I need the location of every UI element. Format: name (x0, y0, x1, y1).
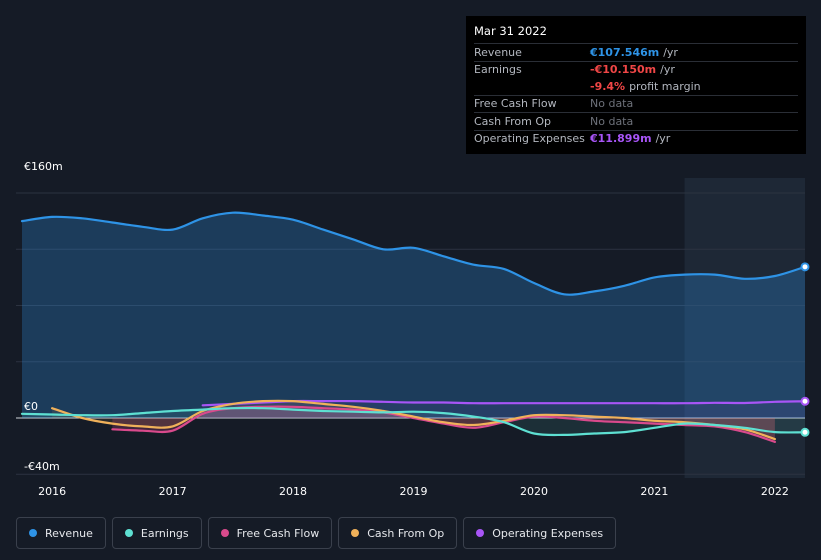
tooltip-unit: /yr (655, 132, 671, 146)
tooltip-label: Earnings (474, 63, 522, 77)
tooltip-row-operating-expenses: Operating Expenses €11.899m /yr (474, 129, 798, 148)
tooltip-value: No data (590, 114, 634, 128)
tooltip-date: Mar 31 2022 (474, 24, 547, 38)
x-tick-label: 2016 (38, 485, 66, 498)
tooltip-value: €11.899m (590, 132, 652, 146)
legend-label: Free Cash Flow (236, 526, 320, 540)
cash-from-op-line (51, 399, 776, 441)
operating-expenses-end-marker (800, 396, 810, 406)
tooltip-value: -9.4% (590, 79, 626, 93)
earnings-end-marker (800, 427, 810, 437)
legend-label: Earnings (140, 526, 189, 540)
x-tick-label: 2019 (400, 485, 428, 498)
x-tick-label: 2020 (520, 485, 548, 498)
x-tick-label: 2022 (761, 485, 789, 498)
legend-dot-icon (351, 529, 360, 537)
legend: Revenue Earnings Free Cash Flow Cash Fro… (16, 517, 617, 549)
legend-item-operating-expenses[interactable]: Operating Expenses (463, 517, 617, 549)
revenue-area (22, 212, 805, 418)
tooltip-label: Free Cash Flow (474, 97, 557, 111)
earnings-area (22, 407, 805, 436)
tooltip-row-revenue: Revenue €107.546m /yr (474, 43, 798, 61)
y-tick-label-zero: €0 (24, 400, 38, 413)
operating-expenses-area (202, 401, 805, 418)
legend-label: Cash From Op (367, 526, 445, 540)
tooltip-unit: /yr (663, 45, 678, 59)
tooltip-unit: /yr (660, 63, 675, 77)
x-tick-label: 2017 (159, 485, 187, 498)
y-tick-label-bottom: -€40m (24, 460, 60, 473)
tooltip-value: -€10.150m (590, 63, 657, 77)
legend-dot-icon (124, 529, 133, 537)
legend-dot-icon (476, 529, 485, 537)
revenue-line (20, 211, 807, 296)
legend-item-revenue[interactable]: Revenue (16, 517, 106, 549)
legend-item-cash-from-op[interactable]: Cash From Op (338, 517, 458, 549)
tooltip-row-margin: -9.4% profit margin (474, 78, 798, 95)
cash-from-op-area (52, 400, 775, 440)
tooltip-unit: profit margin (629, 79, 701, 93)
tooltip-label: Cash From Op (474, 114, 552, 128)
tooltip-value: No data (590, 97, 634, 111)
tooltip-row-cash-from-op: Cash From Op No data (474, 112, 798, 130)
free-cash-flow-area (112, 406, 775, 442)
legend-dot-icon (220, 529, 229, 537)
legend-item-free-cash-flow[interactable]: Free Cash Flow (207, 517, 333, 549)
revenue-end-marker (800, 262, 810, 272)
earnings-line (20, 406, 807, 437)
x-tick-label: 2021 (640, 485, 668, 498)
tooltip-label: Operating Expenses (474, 132, 585, 146)
x-tick-label: 2018 (279, 485, 307, 498)
tooltip-value: €107.546m (590, 45, 660, 59)
y-tick-label-top: €160m (24, 160, 63, 173)
tooltip-label: Revenue (474, 45, 522, 59)
legend-label: Operating Expenses (492, 526, 604, 540)
legend-dot-icon (29, 529, 37, 537)
tooltip-row-free-cash-flow: Free Cash Flow No data (474, 94, 798, 113)
data-tooltip: Mar 31 2022 Revenue €107.546m /yr Earnin… (466, 16, 806, 154)
legend-item-earnings[interactable]: Earnings (111, 517, 202, 549)
tooltip-row-earnings: Earnings -€10.150m /yr (474, 60, 798, 79)
legend-label: Revenue (45, 526, 93, 540)
